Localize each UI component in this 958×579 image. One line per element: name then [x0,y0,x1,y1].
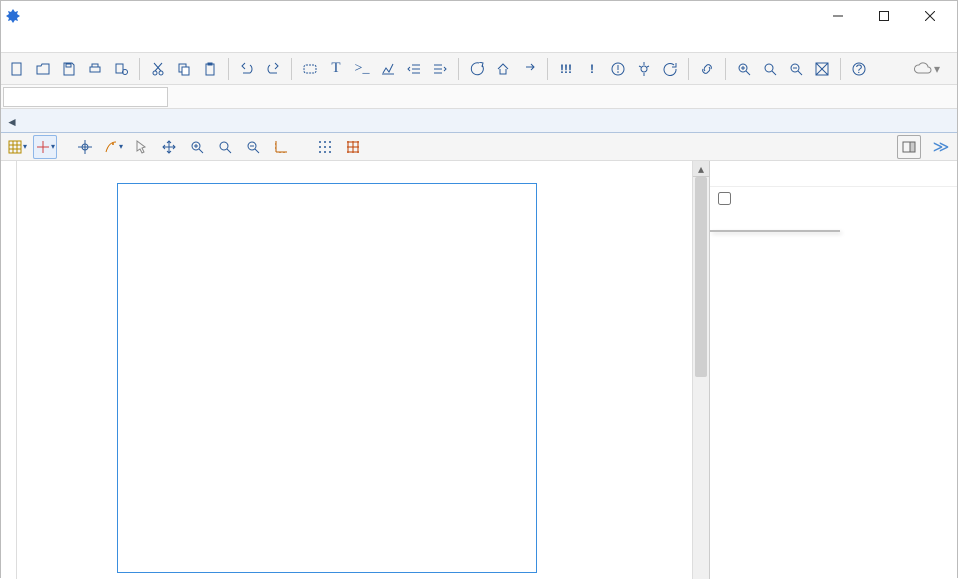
plot-toolbar: ▾ ▾ ▾ ≫ [1,133,957,161]
forward-icon[interactable] [517,57,541,81]
panel-title [710,161,957,187]
zoom-in-plot-icon[interactable] [185,135,209,159]
grid-lines-icon[interactable] [341,135,365,159]
probe-icon[interactable]: ▾ [101,135,125,159]
worksheet-gutter [1,161,17,579]
separator [547,58,548,80]
print-preview-icon[interactable] [109,57,133,81]
reset-icon[interactable] [658,57,682,81]
search-bar [1,85,957,109]
main-toolbar: T >_ !!! ! ? ▾ [1,53,957,85]
scroll-thumb[interactable] [695,177,707,377]
reset-view-item[interactable] [710,209,957,231]
execute-icon[interactable]: ! [580,57,604,81]
help-icon[interactable]: ? [847,57,871,81]
outdent-icon[interactable] [402,57,426,81]
separator [139,58,140,80]
insert-plot-icon[interactable] [376,57,400,81]
scaling-checkbox-input[interactable] [718,192,731,205]
search-input[interactable] [3,87,168,107]
grid-dots-icon[interactable] [313,135,337,159]
paste-icon[interactable] [198,57,222,81]
pan-icon[interactable] [157,135,181,159]
axes-cross-icon[interactable]: ▾ [33,135,57,159]
svg-text:?: ? [856,62,863,76]
redo-icon[interactable] [261,57,285,81]
execute-all-icon[interactable]: !!! [554,57,578,81]
new-doc-icon[interactable] [5,57,29,81]
zoom-plot-icon[interactable] [213,135,237,159]
plot-selection-box[interactable] [117,183,537,573]
copy-icon[interactable] [172,57,196,81]
scroll-up-icon[interactable]: ▴ [693,161,709,177]
axes-props-icon[interactable] [269,135,293,159]
menu-bar [1,31,957,53]
cut-icon[interactable] [146,57,170,81]
undo-icon[interactable] [235,57,259,81]
line-submenu [710,230,840,232]
expand-icon[interactable]: ≫ [929,135,953,159]
separator [291,58,292,80]
context-panel [709,161,957,579]
scaling-constrained-checkbox[interactable] [710,187,957,209]
pointer-icon[interactable] [129,135,153,159]
vertical-scrollbar[interactable]: ▴ [692,161,709,579]
toggle-palettes-icon[interactable] [810,57,834,81]
separator [458,58,459,80]
separator [688,58,689,80]
separator [725,58,726,80]
axes-style-icon[interactable]: ▾ [5,135,29,159]
content-area: ▴ [1,161,957,579]
document-tabstrip: ◄ [1,109,957,133]
save-icon[interactable] [57,57,81,81]
plot-chart [118,184,418,334]
cloud-icon[interactable]: ▾ [907,57,945,81]
insert-math-icon[interactable]: >_ [350,57,374,81]
home-icon[interactable] [491,57,515,81]
zoom-in-icon[interactable] [732,57,756,81]
insert-section-icon[interactable] [298,57,322,81]
minimize-button[interactable] [815,1,861,31]
print-icon[interactable] [83,57,107,81]
tab-scroll-left-icon[interactable]: ◄ [5,112,19,132]
back-icon[interactable] [465,57,489,81]
zoom-out-plot-icon[interactable] [241,135,265,159]
indent-icon[interactable] [428,57,452,81]
app-icon [5,8,21,24]
panel-toggle-icon[interactable] [897,135,921,159]
separator [228,58,229,80]
worksheet[interactable] [17,161,692,579]
debug-icon[interactable] [632,57,656,81]
title-bar [1,1,957,31]
zoom-out-icon[interactable] [784,57,808,81]
link-icon[interactable] [695,57,719,81]
manipulator-icon[interactable] [73,135,97,159]
zoom-reset-icon[interactable] [758,57,782,81]
close-button[interactable] [907,1,953,31]
maximize-button[interactable] [861,1,907,31]
separator [840,58,841,80]
stop-icon[interactable] [606,57,630,81]
insert-text-icon[interactable]: T [324,57,348,81]
open-icon[interactable] [31,57,55,81]
